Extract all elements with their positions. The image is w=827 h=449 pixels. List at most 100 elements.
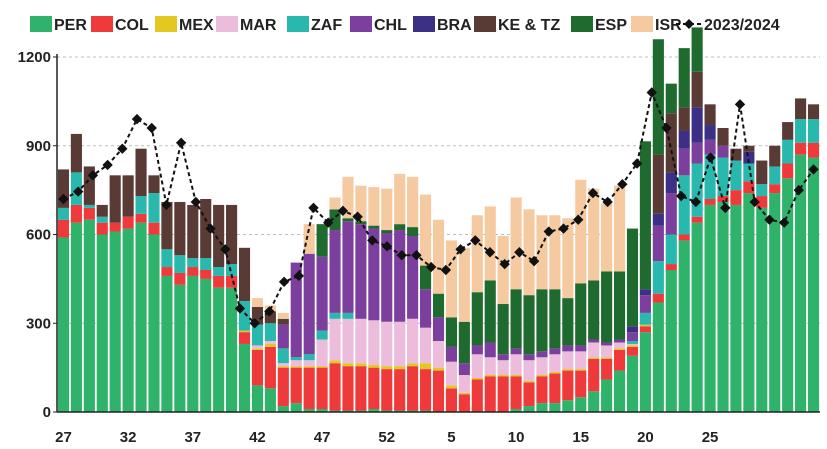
bar-mex-32 (471, 377, 483, 380)
bar-col-14 (238, 332, 251, 344)
line-point-29 (484, 247, 496, 258)
bar-isr-19 (303, 224, 315, 254)
bar-ke-tz-10 (187, 204, 199, 259)
legend-label-zaf: ZAF (311, 17, 342, 34)
bar-ke-tz-14 (238, 247, 251, 302)
bar-per-2 (83, 219, 95, 412)
bar-chl-35 (510, 348, 522, 355)
bar-esp-37 (536, 289, 548, 352)
bar-mex-19 (303, 366, 315, 368)
bar-mex-22 (342, 363, 354, 367)
bar-ke-tz-52 (730, 148, 742, 161)
bar-zaf-0 (57, 207, 70, 220)
bar-col-41 (588, 358, 600, 392)
bar-mex-20 (316, 366, 328, 368)
bar-col-54 (756, 196, 768, 208)
bar-chl-45 (639, 295, 651, 313)
bar-zaf-58 (807, 119, 820, 143)
bar-per-56 (782, 178, 794, 412)
bar-col-32 (471, 379, 483, 412)
bar-esp-30 (445, 317, 457, 347)
bar-per-43 (613, 370, 626, 412)
bar-ke-tz-50 (704, 104, 716, 126)
line-point-47 (749, 196, 760, 208)
bar-col-47 (665, 264, 677, 270)
bar-mex-31 (458, 392, 470, 395)
line-point-19 (337, 205, 349, 217)
bar-zaf-17 (277, 348, 289, 364)
x-tick-label-27: 27 (55, 429, 72, 446)
bar-chl-20 (316, 256, 328, 331)
line-point-12 (234, 303, 246, 314)
bar-ke-tz-8 (161, 201, 173, 250)
bar-mex-30 (445, 385, 457, 389)
line-point-39 (631, 158, 643, 169)
bar-ke-tz-5 (122, 175, 134, 217)
line-point-10 (205, 223, 216, 234)
bar-mex-23 (355, 363, 367, 367)
bar-esp-20 (316, 224, 328, 257)
bar-isr-41 (588, 188, 600, 281)
bar-chl-44 (626, 332, 639, 342)
line-point-27 (455, 244, 466, 255)
legend-swatch-isr (631, 16, 653, 32)
bar-esp-32 (471, 292, 483, 346)
bar-per-37 (536, 403, 548, 413)
bar-col-35 (510, 376, 522, 410)
legend-label-chl: CHL (374, 17, 407, 34)
bar-chl-36 (523, 354, 535, 361)
bar-chl-28 (420, 289, 432, 328)
bar-chl-22 (342, 221, 354, 313)
bar-zaf-18 (290, 357, 302, 361)
bar-zaf-50 (704, 154, 716, 200)
bar-per-8 (161, 275, 173, 412)
bar-mar-37 (536, 357, 548, 376)
bar-mex-38 (549, 372, 561, 374)
bar-per-12 (213, 287, 225, 412)
line-point-48 (764, 214, 775, 225)
bar-esp-21 (329, 209, 341, 231)
line-point-3 (102, 159, 113, 171)
line-point-14 (264, 306, 275, 317)
bar-mar-28 (420, 327, 432, 364)
legend-swatch-ke-tz (474, 16, 496, 32)
line-point-42 (675, 190, 687, 202)
bar-mar-17 (277, 363, 289, 367)
bar-zaf-54 (756, 184, 768, 197)
line-point-22 (381, 241, 393, 252)
bar-chl-51 (717, 145, 729, 158)
bar-isr-15 (251, 298, 264, 307)
bar-zaf-14 (238, 301, 251, 331)
legend: PER COL MEX MAR ZAF CHL BRA KE & TZ ESP ISR 2023/2… (30, 16, 780, 34)
line-point-5 (131, 113, 143, 125)
bar-chl-31 (458, 363, 470, 376)
bar-zaf-11 (200, 258, 212, 270)
bar-mex-16 (264, 343, 276, 347)
bar-mex-34 (497, 375, 509, 377)
bar-ke-tz-57 (795, 98, 807, 120)
bar-isr-33 (484, 206, 496, 281)
bar-per-40 (575, 397, 587, 412)
bar-col-12 (213, 275, 225, 288)
bar-per-45 (639, 332, 651, 413)
bar-col-49 (691, 216, 703, 223)
bar-esp-43 (613, 271, 626, 340)
bar-chl-33 (484, 342, 496, 358)
line-point-6 (146, 122, 157, 134)
bar-ke-tz-13 (226, 204, 238, 265)
bar-per-1 (70, 222, 82, 412)
bar-per-44 (626, 355, 639, 412)
bar-col-36 (523, 382, 535, 407)
bar-mex-21 (329, 360, 341, 364)
bar-col-18 (290, 367, 302, 404)
legend-label-ke-tz: KE & TZ (498, 17, 560, 34)
bar-zaf-47 (665, 234, 677, 265)
bar-per-10 (187, 275, 199, 412)
line-point-37 (602, 196, 613, 208)
bar-esp-31 (458, 321, 470, 364)
bar-zaf-51 (717, 157, 729, 197)
bar-ke-tz-0 (57, 169, 70, 208)
bar-zaf-13 (226, 264, 238, 276)
bar-mar-25 (381, 321, 393, 367)
